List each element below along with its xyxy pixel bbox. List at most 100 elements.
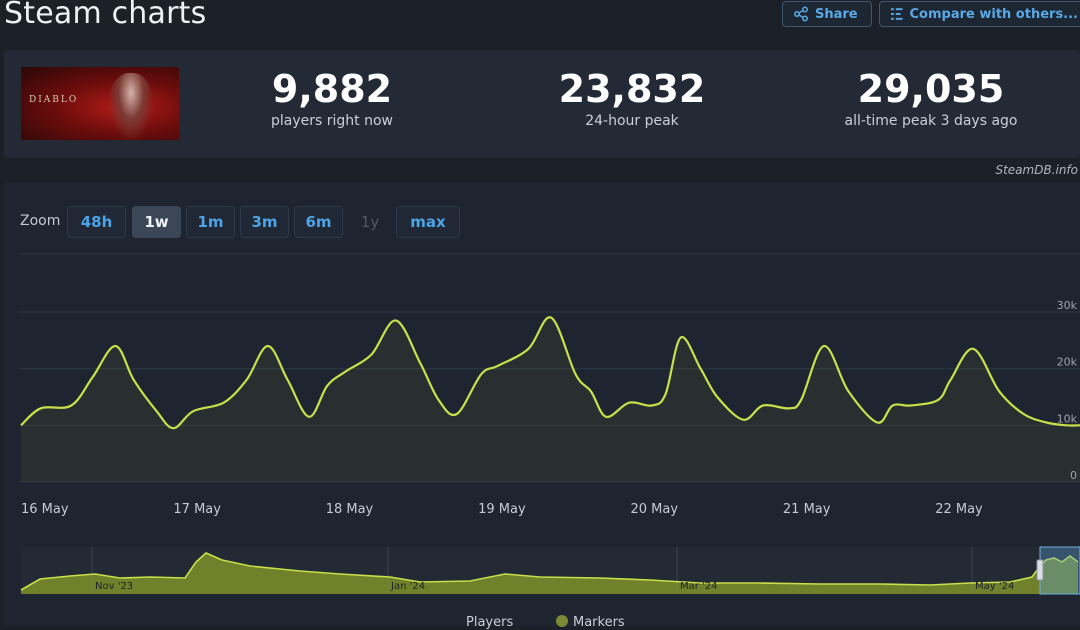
y-tick-label-0: 0 bbox=[1070, 469, 1077, 482]
x-tick-label-1: 17 May bbox=[173, 502, 221, 517]
zoom-button-max[interactable]: max bbox=[396, 206, 460, 238]
navigator-tick-label-3: May '24 bbox=[975, 581, 1014, 592]
x-tick-label-6: 22 May bbox=[935, 502, 983, 517]
data-point-25[interactable] bbox=[575, 373, 577, 375]
zoom-button-48h[interactable]: 48h bbox=[67, 206, 126, 238]
compare-button-label: Compare with others... bbox=[909, 6, 1079, 22]
chart-gridlines bbox=[20, 253, 1080, 483]
data-point-37[interactable] bbox=[800, 399, 802, 401]
x-tick-label-4: 20 May bbox=[631, 502, 679, 517]
share-button-label: Share bbox=[815, 6, 858, 22]
navigator-tick-label-1: Jan '24 bbox=[390, 581, 425, 592]
game-logo: DIABLO bbox=[29, 95, 79, 105]
data-point-9[interactable] bbox=[223, 402, 225, 404]
data-point-42[interactable] bbox=[910, 405, 912, 407]
data-point-19[interactable] bbox=[438, 399, 440, 401]
zoom-button-3m[interactable]: 3m bbox=[240, 206, 289, 238]
data-point-30[interactable] bbox=[665, 393, 667, 395]
data-point-23[interactable] bbox=[527, 348, 529, 350]
navigator-tick-label-2: Mar '24 bbox=[680, 581, 718, 592]
players-now-value: 9,882 bbox=[271, 67, 393, 111]
data-point-35[interactable] bbox=[762, 405, 764, 407]
peak-24h-stat: 23,832 24-hour peak bbox=[532, 67, 732, 131]
data-point-12[interactable] bbox=[287, 379, 289, 381]
data-point-20[interactable] bbox=[456, 413, 458, 415]
zoom-button-1m[interactable]: 1m bbox=[186, 206, 235, 238]
data-point-43[interactable] bbox=[937, 399, 939, 401]
zoom-label: Zoom bbox=[20, 213, 61, 229]
data-point-13[interactable] bbox=[308, 416, 310, 418]
players-now-label: players right now bbox=[271, 113, 393, 129]
y-tick-label-1: 10k bbox=[1057, 412, 1078, 425]
x-tick-label-3: 19 May bbox=[478, 502, 526, 517]
data-point-31[interactable] bbox=[680, 337, 682, 339]
page-title: Steam charts bbox=[4, 0, 207, 31]
data-point-47[interactable] bbox=[1023, 413, 1025, 415]
data-point-18[interactable] bbox=[419, 362, 421, 364]
data-point-33[interactable] bbox=[716, 396, 718, 398]
data-point-36[interactable] bbox=[788, 407, 790, 409]
data-point-16[interactable] bbox=[371, 354, 373, 356]
data-point-7[interactable] bbox=[172, 427, 174, 429]
data-point-22[interactable] bbox=[497, 365, 499, 367]
navigator-handle[interactable] bbox=[1036, 559, 1044, 581]
data-point-24[interactable] bbox=[550, 317, 552, 319]
attribution[interactable]: SteamDB.info bbox=[995, 163, 1078, 177]
navigator-selection-window[interactable] bbox=[1039, 546, 1080, 595]
navigator-line bbox=[20, 552, 1079, 591]
data-point-48[interactable] bbox=[1046, 422, 1048, 424]
data-point-0[interactable] bbox=[20, 424, 22, 426]
data-point-21[interactable] bbox=[480, 373, 482, 375]
data-point-41[interactable] bbox=[892, 405, 894, 407]
data-point-14[interactable] bbox=[326, 385, 328, 387]
data-point-2[interactable] bbox=[70, 405, 72, 407]
y-axis: 0 10k 20k 30k bbox=[1057, 299, 1078, 482]
compare-icon bbox=[890, 8, 903, 20]
data-point-34[interactable] bbox=[742, 419, 744, 421]
data-point-40[interactable] bbox=[876, 422, 878, 424]
data-point-5[interactable] bbox=[133, 379, 135, 381]
data-point-15[interactable] bbox=[345, 371, 347, 373]
zoom-button-6m[interactable]: 6m bbox=[294, 206, 343, 238]
navigator[interactable]: Nov '23 Jan '24 Mar '24 May '24 bbox=[20, 546, 1080, 595]
data-point-32[interactable] bbox=[700, 368, 702, 370]
data-point-46[interactable] bbox=[998, 390, 1000, 392]
peak-24h-value: 23,832 bbox=[558, 67, 706, 111]
data-point-38[interactable] bbox=[823, 345, 825, 347]
data-point-45[interactable] bbox=[972, 348, 974, 350]
data-point-26[interactable] bbox=[590, 390, 592, 392]
data-point-8[interactable] bbox=[192, 410, 194, 412]
data-point-11[interactable] bbox=[267, 345, 269, 347]
game-thumbnail[interactable]: DIABLO bbox=[21, 67, 179, 140]
series-players-area bbox=[21, 317, 1080, 482]
data-point-17[interactable] bbox=[395, 320, 397, 322]
legend-players[interactable]: Players bbox=[466, 615, 513, 630]
chart-area bbox=[21, 317, 1080, 482]
data-point-29[interactable] bbox=[651, 405, 653, 407]
share-button[interactable]: Share bbox=[782, 1, 872, 27]
data-point-28[interactable] bbox=[628, 402, 630, 404]
data-point-1[interactable] bbox=[40, 407, 42, 409]
data-point-10[interactable] bbox=[246, 379, 248, 381]
data-point-39[interactable] bbox=[847, 390, 849, 392]
x-tick-label-0: 16 May bbox=[21, 502, 69, 517]
data-point-44[interactable] bbox=[950, 379, 952, 381]
navigator-area bbox=[21, 553, 1078, 594]
peak-24h-label: 24-hour peak bbox=[585, 113, 679, 129]
legend-markers-swatch bbox=[556, 615, 568, 627]
x-axis: 16 May 17 May 18 May 19 May 20 May 21 May 22 M… bbox=[21, 502, 983, 517]
compare-button[interactable]: Compare with others... bbox=[879, 1, 1080, 27]
data-point-6[interactable] bbox=[156, 410, 158, 412]
data-point-4[interactable] bbox=[115, 345, 117, 347]
y-tick-label-3: 30k bbox=[1057, 299, 1078, 312]
legend-markers[interactable]: Markers bbox=[556, 615, 625, 630]
data-point-3[interactable] bbox=[92, 376, 94, 378]
data-point-27[interactable] bbox=[605, 416, 607, 418]
legend-markers-label: Markers bbox=[573, 615, 625, 630]
zoom-button-1w[interactable]: 1w bbox=[132, 206, 181, 238]
series-players-line[interactable] bbox=[20, 316, 1080, 430]
chart-line-layer bbox=[20, 316, 1080, 430]
x-tick-label-2: 18 May bbox=[326, 502, 374, 517]
players-now-stat: 9,882 players right now bbox=[232, 67, 432, 131]
